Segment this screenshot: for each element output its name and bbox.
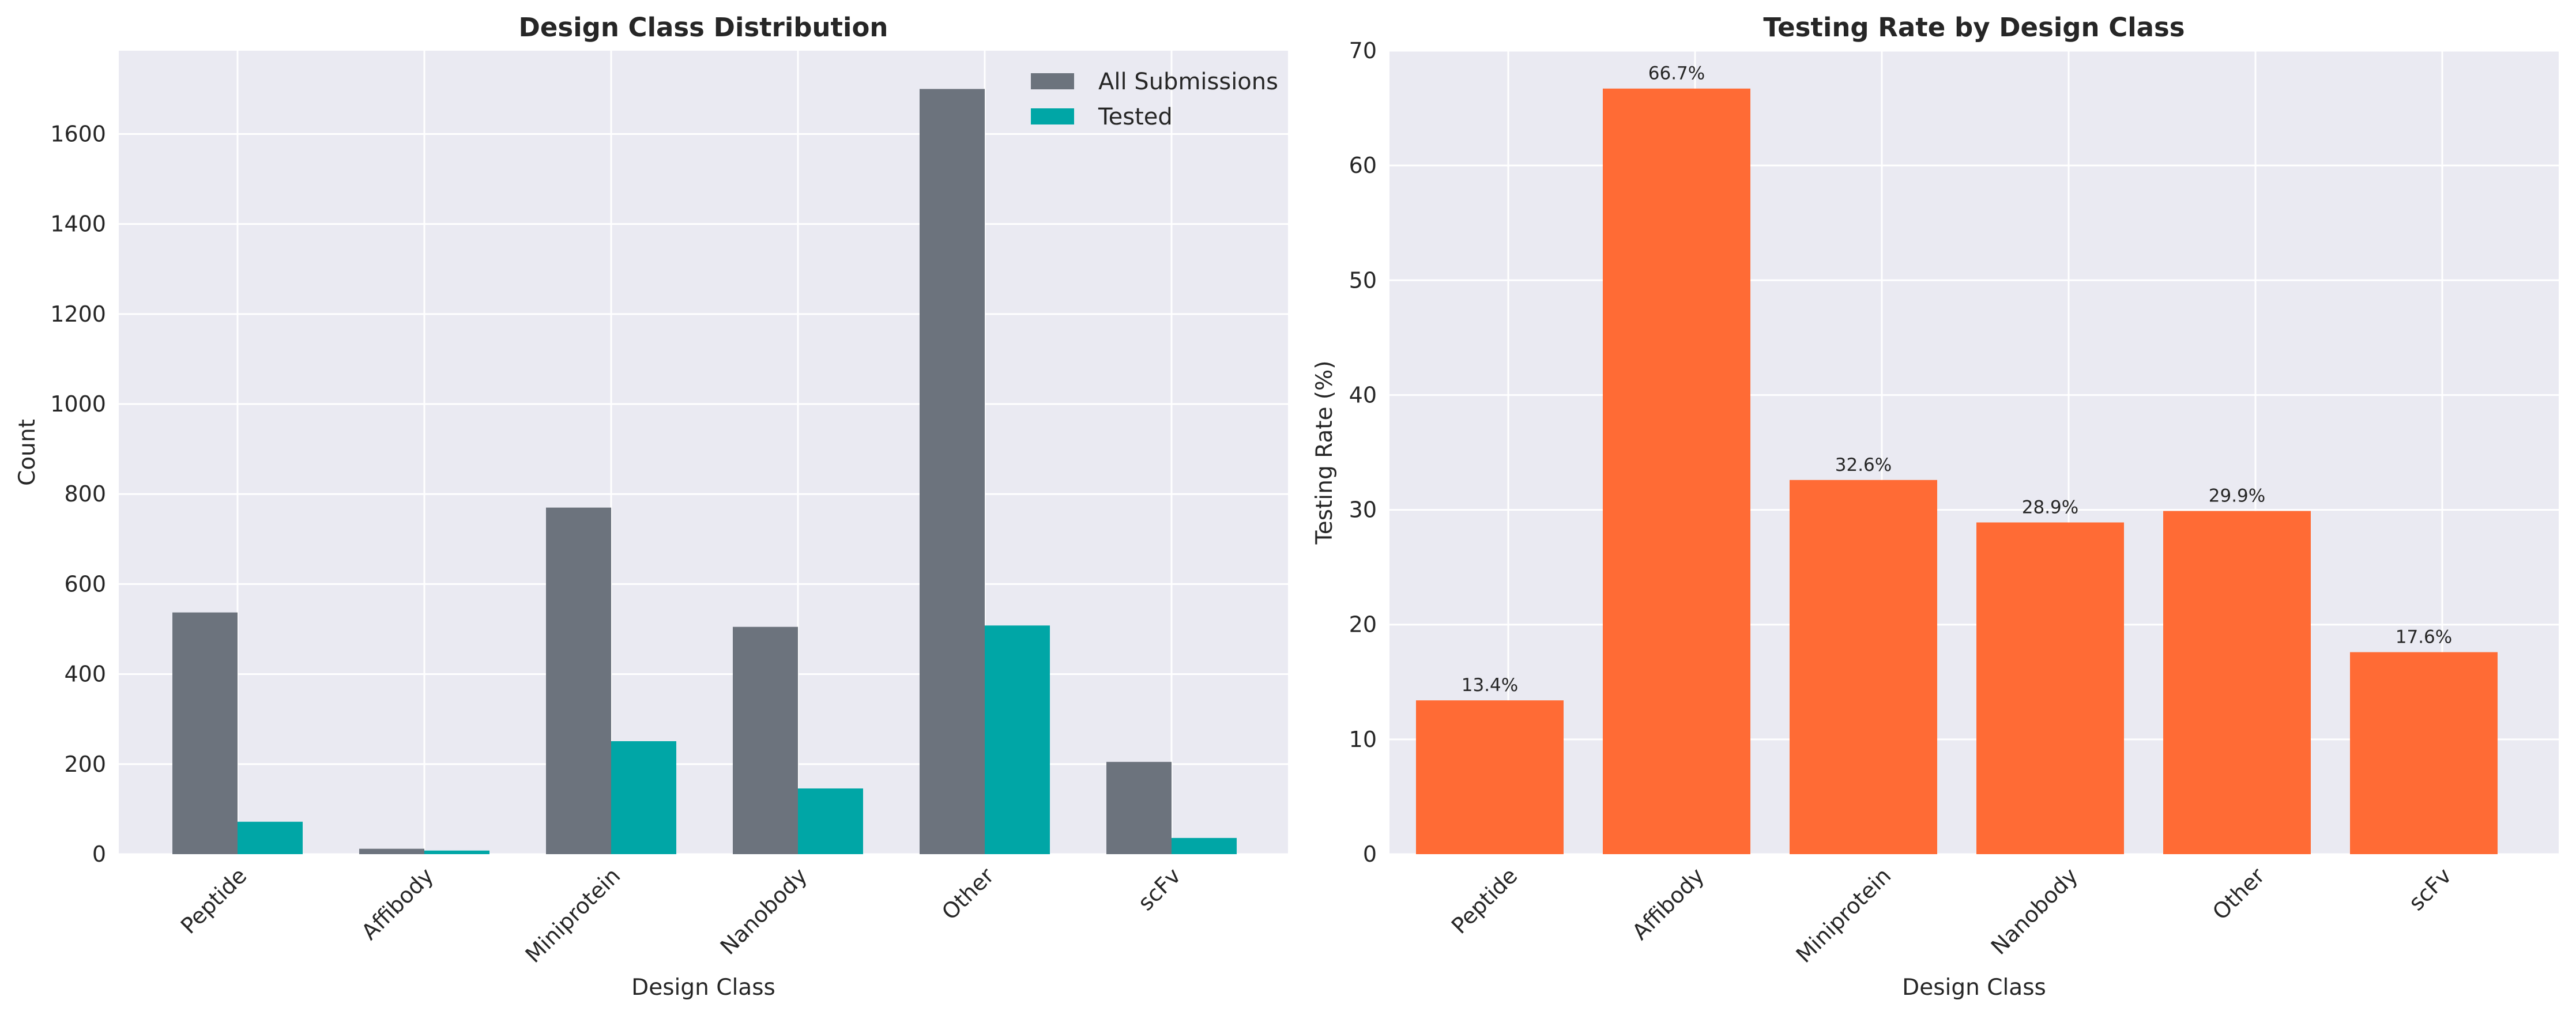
bar-all-submissions-peptide [172, 612, 238, 854]
bar-tested-affibody [424, 850, 489, 854]
y-tick-label: 1600 [50, 121, 106, 146]
x-tick-label: Other [937, 863, 999, 925]
bar-all-submissions-other [920, 89, 985, 854]
y-tick-label: 1000 [50, 391, 106, 417]
bar-testing-rate-other [2163, 511, 2311, 854]
bar-all-submissions-scfv [1106, 761, 1172, 854]
y-tick-label: 600 [64, 571, 106, 597]
y-tick-label: 1200 [50, 301, 106, 327]
bars [172, 89, 1237, 854]
y-tick-label: 60 [1349, 153, 1377, 178]
data-labels: 13.4% 66.7% 32.6% 28.9% 29.9% 17.6% [1462, 63, 2452, 696]
x-tick-labels: Peptide Affibody Miniprotein Nanobody Other s… [1447, 863, 2457, 968]
legend-label-all-submissions: All Submissions [1098, 69, 1278, 95]
y-tick-label: 40 [1349, 382, 1377, 407]
x-tick-label: Affibody [1627, 863, 1709, 945]
legend: All Submissions Tested [1031, 69, 1278, 130]
data-label: 32.6% [1835, 455, 1892, 475]
legend-swatch-tested [1031, 108, 1074, 124]
y-tick-labels: 0 200 400 600 800 1000 1200 1400 1600 [50, 121, 106, 867]
legend-swatch-all-submissions [1031, 73, 1074, 89]
design-class-distribution-chart: 0 200 400 600 800 1000 1200 1400 1600 Peptide Aff… [14, 12, 1288, 1001]
y-tick-label: 400 [64, 662, 106, 687]
bar-tested-peptide [238, 821, 303, 854]
x-tick-labels: Peptide Affibody Miniprotein Nanobody Other s… [176, 863, 1186, 968]
data-label: 28.9% [2022, 497, 2078, 518]
x-tick-label: Miniprotein [521, 863, 626, 968]
bar-all-submissions-miniprotein [546, 507, 611, 854]
y-tick-label: 20 [1349, 612, 1377, 637]
bar-tested-miniprotein [611, 741, 676, 854]
x-tick-label: Affibody [356, 863, 438, 945]
bar-testing-rate-affibody [1603, 88, 1750, 854]
y-tick-label: 0 [92, 841, 106, 867]
y-tick-label: 10 [1349, 727, 1377, 752]
y-tick-label: 0 [1363, 841, 1377, 867]
x-tick-label: Peptide [176, 863, 252, 939]
x-tick-label: Peptide [1447, 863, 1523, 939]
y-tick-label: 30 [1349, 497, 1377, 523]
legend-label-tested: Tested [1098, 104, 1173, 130]
data-label: 17.6% [2396, 627, 2452, 648]
chart-title: Testing Rate by Design Class [1763, 12, 2185, 43]
bar-tested-nanobody [798, 788, 863, 854]
x-tick-label: scFv [1133, 863, 1185, 915]
y-tick-label: 200 [64, 752, 106, 777]
x-tick-label: Nanobody [1986, 863, 2083, 960]
x-axis-label: Design Class [631, 975, 775, 1001]
bar-testing-rate-peptide [1416, 700, 1564, 854]
y-tick-label: 70 [1349, 38, 1377, 63]
x-tick-label: Other [2208, 863, 2270, 925]
bar-testing-rate-miniprotein [1790, 480, 1937, 854]
y-tick-label: 800 [64, 481, 106, 507]
bar-tested-scfv [1172, 837, 1237, 854]
bar-testing-rate-nanobody [1976, 522, 2124, 854]
bar-testing-rate-scfv [2350, 652, 2498, 854]
chart-title: Design Class Distribution [519, 12, 888, 43]
data-label: 29.9% [2209, 486, 2265, 507]
bar-all-submissions-nanobody [733, 627, 798, 854]
plot-background [119, 51, 1288, 854]
testing-rate-chart: 13.4% 66.7% 32.6% 28.9% 29.9% 17.6% 0 10 20 30 40… [1312, 12, 2559, 1001]
x-tick-label: scFv [2404, 863, 2456, 915]
y-tick-labels: 0 10 20 30 40 50 60 70 [1349, 38, 1377, 867]
data-label: 66.7% [1648, 63, 1705, 84]
data-label: 13.4% [1462, 675, 1518, 696]
bar-tested-other [985, 625, 1050, 854]
bars [1416, 88, 2498, 854]
y-tick-label: 50 [1349, 267, 1377, 293]
x-axis-label: Design Class [1902, 975, 2046, 1001]
y-axis-label: Testing Rate (%) [1312, 361, 1338, 545]
x-tick-label: Miniprotein [1791, 863, 1896, 968]
y-tick-label: 1400 [50, 212, 106, 237]
x-tick-label: Nanobody [715, 863, 812, 960]
bar-all-submissions-affibody [359, 848, 424, 854]
y-axis-label: Count [14, 419, 40, 486]
